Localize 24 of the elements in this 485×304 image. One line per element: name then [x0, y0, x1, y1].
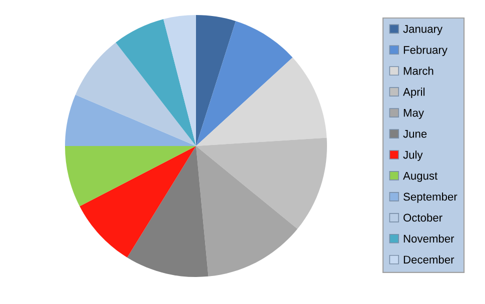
pie-slice — [163, 15, 196, 146]
pie-slice — [196, 138, 327, 229]
legend-label: May — [404, 109, 424, 119]
legend-label: November — [404, 234, 454, 243]
legend-label: October — [404, 213, 442, 222]
pie-slice — [75, 42, 196, 146]
legend-label: December — [404, 255, 454, 264]
pie-slice — [196, 58, 327, 146]
legend-label: September — [404, 192, 458, 203]
legend-label: April — [403, 88, 424, 98]
pie-slice — [196, 146, 298, 276]
pie-slice — [80, 146, 196, 258]
legend-label: February — [404, 46, 448, 56]
legend-label: July — [403, 150, 423, 161]
pie-slice — [196, 15, 236, 146]
pie-slice — [116, 19, 196, 146]
pie-slice — [127, 146, 208, 277]
legend-label: August — [403, 172, 438, 182]
legend-label: January — [403, 25, 443, 36]
pie-slice — [196, 21, 293, 146]
legend-label: June — [403, 130, 427, 138]
pie-slice — [65, 146, 196, 206]
legend-label: March — [404, 66, 434, 75]
pie-slice — [65, 94, 196, 146]
